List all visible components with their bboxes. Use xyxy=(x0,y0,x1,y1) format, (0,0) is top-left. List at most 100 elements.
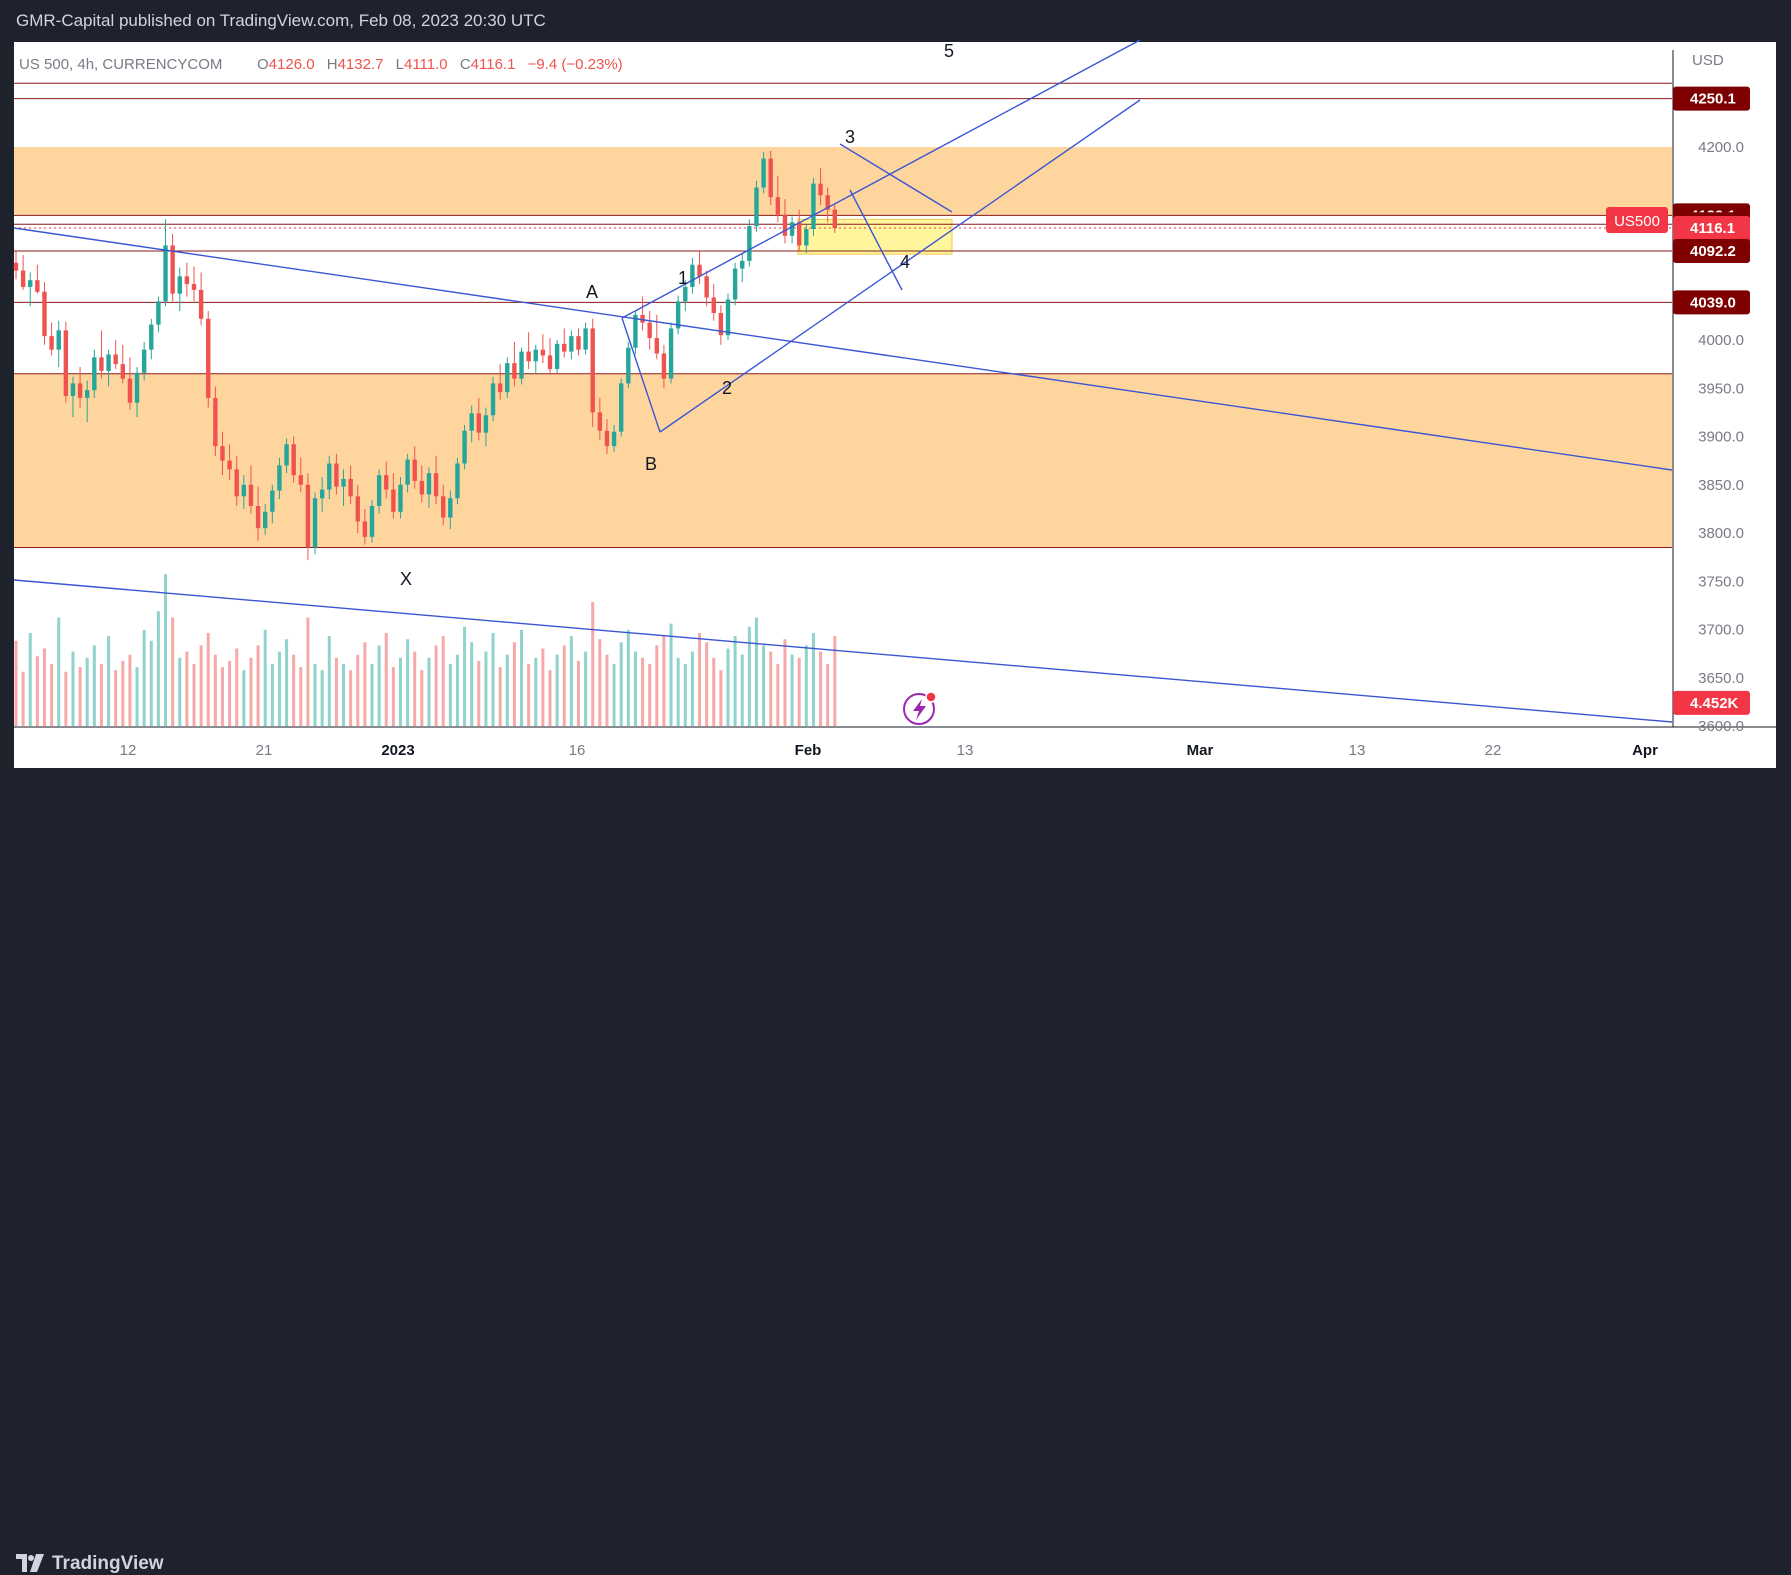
volume-bar xyxy=(833,636,837,726)
wave-label-3: 3 xyxy=(845,127,855,147)
volume-bar xyxy=(320,670,324,726)
volume-bar xyxy=(520,629,524,726)
volume-bar xyxy=(14,640,18,726)
price-axis-unit: USD xyxy=(1692,52,1724,69)
volume-bar xyxy=(277,651,281,726)
volume-bar xyxy=(313,664,317,726)
candle-body xyxy=(35,280,40,292)
candle-body xyxy=(227,460,232,470)
volume-bar xyxy=(705,642,709,726)
price-badge-value: 4116.1 xyxy=(1690,220,1735,237)
volume-bar xyxy=(334,657,338,726)
high-label: H xyxy=(327,56,338,73)
volume-bar xyxy=(455,654,459,726)
volume-bar xyxy=(776,664,780,726)
candle-body xyxy=(497,383,503,393)
supply-demand-zones xyxy=(14,147,1672,548)
volume-bar xyxy=(754,617,758,726)
volume-bar xyxy=(263,629,267,726)
candle-body xyxy=(804,229,809,246)
price-tick: 3650.0 xyxy=(1698,670,1744,687)
volume-bar xyxy=(826,664,830,726)
candle-body xyxy=(391,489,396,512)
candle-body xyxy=(747,226,752,261)
volume-bar xyxy=(356,654,360,726)
candle-body xyxy=(469,413,474,431)
volume-bar xyxy=(662,636,666,726)
volume-bar xyxy=(370,664,374,726)
volume-bar xyxy=(591,602,595,726)
candle-body xyxy=(277,465,282,491)
time-axis-labels[interactable]: 12 21 2023 16 Feb 13 Mar 13 22 Apr xyxy=(120,742,1658,759)
volume-bar xyxy=(220,667,224,726)
volume-bar xyxy=(164,574,168,726)
lightning-icon[interactable] xyxy=(903,691,937,725)
price-tick: 3750.0 xyxy=(1698,573,1744,590)
time-tick-13: 13 xyxy=(957,742,974,759)
candle-body xyxy=(284,444,289,466)
volume-bar xyxy=(199,645,203,726)
candle-body xyxy=(512,363,517,379)
candle-body xyxy=(668,328,674,379)
wave-label-b: B xyxy=(645,454,657,474)
candle-body xyxy=(77,383,83,398)
candle-body xyxy=(348,478,353,497)
price-tick: 3850.0 xyxy=(1698,477,1744,494)
volume-bar xyxy=(377,645,381,726)
volume-bar xyxy=(64,671,68,726)
candle-body xyxy=(120,364,125,379)
volume-bar xyxy=(576,660,580,726)
volume-bar xyxy=(242,670,246,726)
volume-bar xyxy=(769,651,773,726)
candle-body xyxy=(42,291,47,337)
candle-body xyxy=(56,330,61,350)
candle-body xyxy=(384,475,389,490)
candle-body xyxy=(198,289,204,319)
candle-body xyxy=(583,328,588,350)
price-badge xyxy=(1673,239,1750,264)
volume-bar xyxy=(605,654,609,726)
price-badge-value: 4250.1 xyxy=(1690,91,1736,108)
candle-body xyxy=(99,357,104,371)
volume-bar xyxy=(562,645,566,726)
candle-body xyxy=(291,444,296,476)
volume-bar xyxy=(470,642,474,726)
symbol-name[interactable]: US 500, 4h, CURRENCYCOM xyxy=(19,56,222,73)
candle-body xyxy=(369,505,375,537)
candle-body xyxy=(633,314,638,348)
volume-bar xyxy=(50,664,54,726)
candle-body xyxy=(683,286,688,302)
close-label: C xyxy=(460,56,471,73)
price-chart[interactable]: 5 3 1 A 2 B 4 X US 500, 4h, CURRENCYCOM … xyxy=(0,0,1791,822)
volume-bar xyxy=(747,626,751,726)
low-label: L xyxy=(396,56,404,73)
triangle-upper-line xyxy=(839,143,953,213)
volume-bar xyxy=(78,667,82,726)
price-badge-value: 4.452K xyxy=(1690,695,1739,712)
price-axis-labels[interactable]: 4200.0 4000.0 3950.0 3900.0 3850.0 3800.0 3750… xyxy=(1698,139,1744,735)
candle-body xyxy=(597,412,603,431)
candle-body xyxy=(312,498,318,548)
candle-body xyxy=(184,276,190,285)
candle-body xyxy=(725,299,731,336)
candle-body xyxy=(134,372,140,403)
change-value: −9.4 (−0.23%) xyxy=(528,56,623,73)
candle-body xyxy=(654,338,659,354)
time-tick-22: 22 xyxy=(1485,742,1502,759)
volume-bar xyxy=(306,617,310,726)
candle-body xyxy=(718,312,724,336)
candle-body xyxy=(13,262,19,271)
candle-body xyxy=(675,301,681,329)
volume-bars xyxy=(14,574,837,726)
volume-bar xyxy=(285,639,289,726)
wave-label-x: X xyxy=(400,569,412,589)
candle-body xyxy=(562,343,567,352)
brand-name: TradingView xyxy=(52,1553,164,1574)
volume-bar xyxy=(249,657,253,726)
volume-bar xyxy=(541,648,545,726)
candle-body xyxy=(191,284,197,290)
volume-bar xyxy=(256,645,260,726)
volume-bar xyxy=(28,633,32,726)
symbol-badge-label: US500 xyxy=(1614,213,1660,230)
candle-body xyxy=(462,430,467,464)
